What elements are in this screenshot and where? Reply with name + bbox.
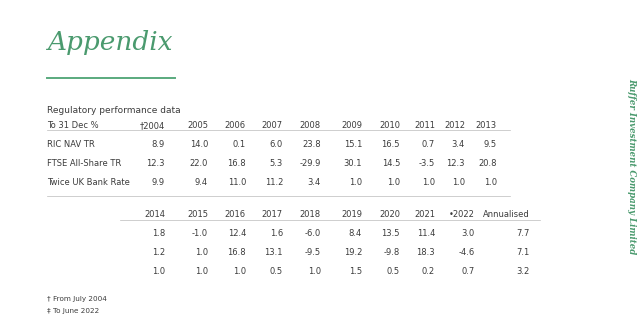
Text: 5.3: 5.3 bbox=[269, 159, 283, 168]
Text: 11.4: 11.4 bbox=[417, 229, 435, 238]
Text: 3.4: 3.4 bbox=[308, 178, 321, 187]
Text: 6.0: 6.0 bbox=[269, 140, 283, 149]
Text: 1.0: 1.0 bbox=[152, 267, 165, 276]
Text: 2014: 2014 bbox=[144, 210, 165, 219]
Text: 1.2: 1.2 bbox=[152, 248, 165, 257]
Text: 1.0: 1.0 bbox=[452, 178, 465, 187]
Text: 16.5: 16.5 bbox=[381, 140, 400, 149]
Text: Twice UK Bank Rate: Twice UK Bank Rate bbox=[47, 178, 130, 187]
Text: 9.4: 9.4 bbox=[195, 178, 208, 187]
Text: 2015: 2015 bbox=[187, 210, 208, 219]
Text: 2012: 2012 bbox=[444, 121, 465, 130]
Text: 1.0: 1.0 bbox=[233, 267, 246, 276]
Text: 20.8: 20.8 bbox=[479, 159, 497, 168]
Text: Ruffer Investment Company Limited: Ruffer Investment Company Limited bbox=[627, 78, 636, 254]
Text: 2016: 2016 bbox=[225, 210, 246, 219]
Text: -4.6: -4.6 bbox=[459, 248, 475, 257]
Text: To 31 Dec %: To 31 Dec % bbox=[47, 121, 99, 130]
Text: † From July 2004: † From July 2004 bbox=[47, 296, 107, 302]
Text: 1.0: 1.0 bbox=[422, 178, 435, 187]
Text: 2005: 2005 bbox=[187, 121, 208, 130]
Text: 3.4: 3.4 bbox=[452, 140, 465, 149]
Text: 1.0: 1.0 bbox=[195, 248, 208, 257]
Text: 0.5: 0.5 bbox=[270, 267, 283, 276]
Text: 15.1: 15.1 bbox=[344, 140, 362, 149]
Text: 2018: 2018 bbox=[300, 210, 321, 219]
Text: 16.8: 16.8 bbox=[227, 159, 246, 168]
Text: 8.4: 8.4 bbox=[349, 229, 362, 238]
Text: ‡ To June 2022: ‡ To June 2022 bbox=[47, 308, 99, 314]
Text: •2022: •2022 bbox=[449, 210, 475, 219]
Text: 2010: 2010 bbox=[379, 121, 400, 130]
Text: 1.5: 1.5 bbox=[349, 267, 362, 276]
Text: -9.5: -9.5 bbox=[305, 248, 321, 257]
Text: 12.3: 12.3 bbox=[147, 159, 165, 168]
Text: 1.0: 1.0 bbox=[349, 178, 362, 187]
Text: Regulatory performance data: Regulatory performance data bbox=[47, 106, 180, 115]
Text: 1.6: 1.6 bbox=[269, 229, 283, 238]
Text: 3.0: 3.0 bbox=[461, 229, 475, 238]
Text: -1.0: -1.0 bbox=[192, 229, 208, 238]
Text: Annualised: Annualised bbox=[483, 210, 530, 219]
Text: 23.8: 23.8 bbox=[302, 140, 321, 149]
Text: 19.2: 19.2 bbox=[344, 248, 362, 257]
Text: 9.5: 9.5 bbox=[484, 140, 497, 149]
Text: 9.9: 9.9 bbox=[152, 178, 165, 187]
Text: FTSE All-Share TR: FTSE All-Share TR bbox=[47, 159, 121, 168]
Text: 13.5: 13.5 bbox=[381, 229, 400, 238]
Text: †2004: †2004 bbox=[140, 121, 165, 130]
Text: 30.1: 30.1 bbox=[344, 159, 362, 168]
Text: 8.9: 8.9 bbox=[152, 140, 165, 149]
Text: 1.0: 1.0 bbox=[484, 178, 497, 187]
Text: 2007: 2007 bbox=[262, 121, 283, 130]
Text: 12.3: 12.3 bbox=[447, 159, 465, 168]
Text: 1.0: 1.0 bbox=[308, 267, 321, 276]
Text: 2008: 2008 bbox=[300, 121, 321, 130]
Text: 2020: 2020 bbox=[379, 210, 400, 219]
Text: -9.8: -9.8 bbox=[384, 248, 400, 257]
Text: 2009: 2009 bbox=[341, 121, 362, 130]
Text: 16.8: 16.8 bbox=[227, 248, 246, 257]
Text: 2019: 2019 bbox=[341, 210, 362, 219]
Text: 13.1: 13.1 bbox=[264, 248, 283, 257]
Text: 0.2: 0.2 bbox=[422, 267, 435, 276]
Text: -3.5: -3.5 bbox=[419, 159, 435, 168]
Text: 22.0: 22.0 bbox=[189, 159, 208, 168]
Text: 2006: 2006 bbox=[225, 121, 246, 130]
Text: 11.2: 11.2 bbox=[264, 178, 283, 187]
Text: 7.7: 7.7 bbox=[516, 229, 530, 238]
Text: 0.7: 0.7 bbox=[461, 267, 475, 276]
Text: 0.5: 0.5 bbox=[387, 267, 400, 276]
Text: 2013: 2013 bbox=[476, 121, 497, 130]
Text: 0.1: 0.1 bbox=[233, 140, 246, 149]
Text: 14.0: 14.0 bbox=[189, 140, 208, 149]
Text: 2017: 2017 bbox=[262, 210, 283, 219]
Text: 7.1: 7.1 bbox=[516, 248, 530, 257]
Text: -29.9: -29.9 bbox=[300, 159, 321, 168]
Text: 11.0: 11.0 bbox=[228, 178, 246, 187]
Text: 2011: 2011 bbox=[414, 121, 435, 130]
Text: 12.4: 12.4 bbox=[228, 229, 246, 238]
Text: 1.0: 1.0 bbox=[195, 267, 208, 276]
Text: 14.5: 14.5 bbox=[381, 159, 400, 168]
Text: -6.0: -6.0 bbox=[305, 229, 321, 238]
Text: 3.2: 3.2 bbox=[516, 267, 530, 276]
Text: Appendix: Appendix bbox=[47, 30, 173, 55]
Text: 1.0: 1.0 bbox=[387, 178, 400, 187]
Text: 2021: 2021 bbox=[414, 210, 435, 219]
Text: 0.7: 0.7 bbox=[422, 140, 435, 149]
Text: RIC NAV TR: RIC NAV TR bbox=[47, 140, 95, 149]
Text: 18.3: 18.3 bbox=[417, 248, 435, 257]
Text: 1.8: 1.8 bbox=[152, 229, 165, 238]
